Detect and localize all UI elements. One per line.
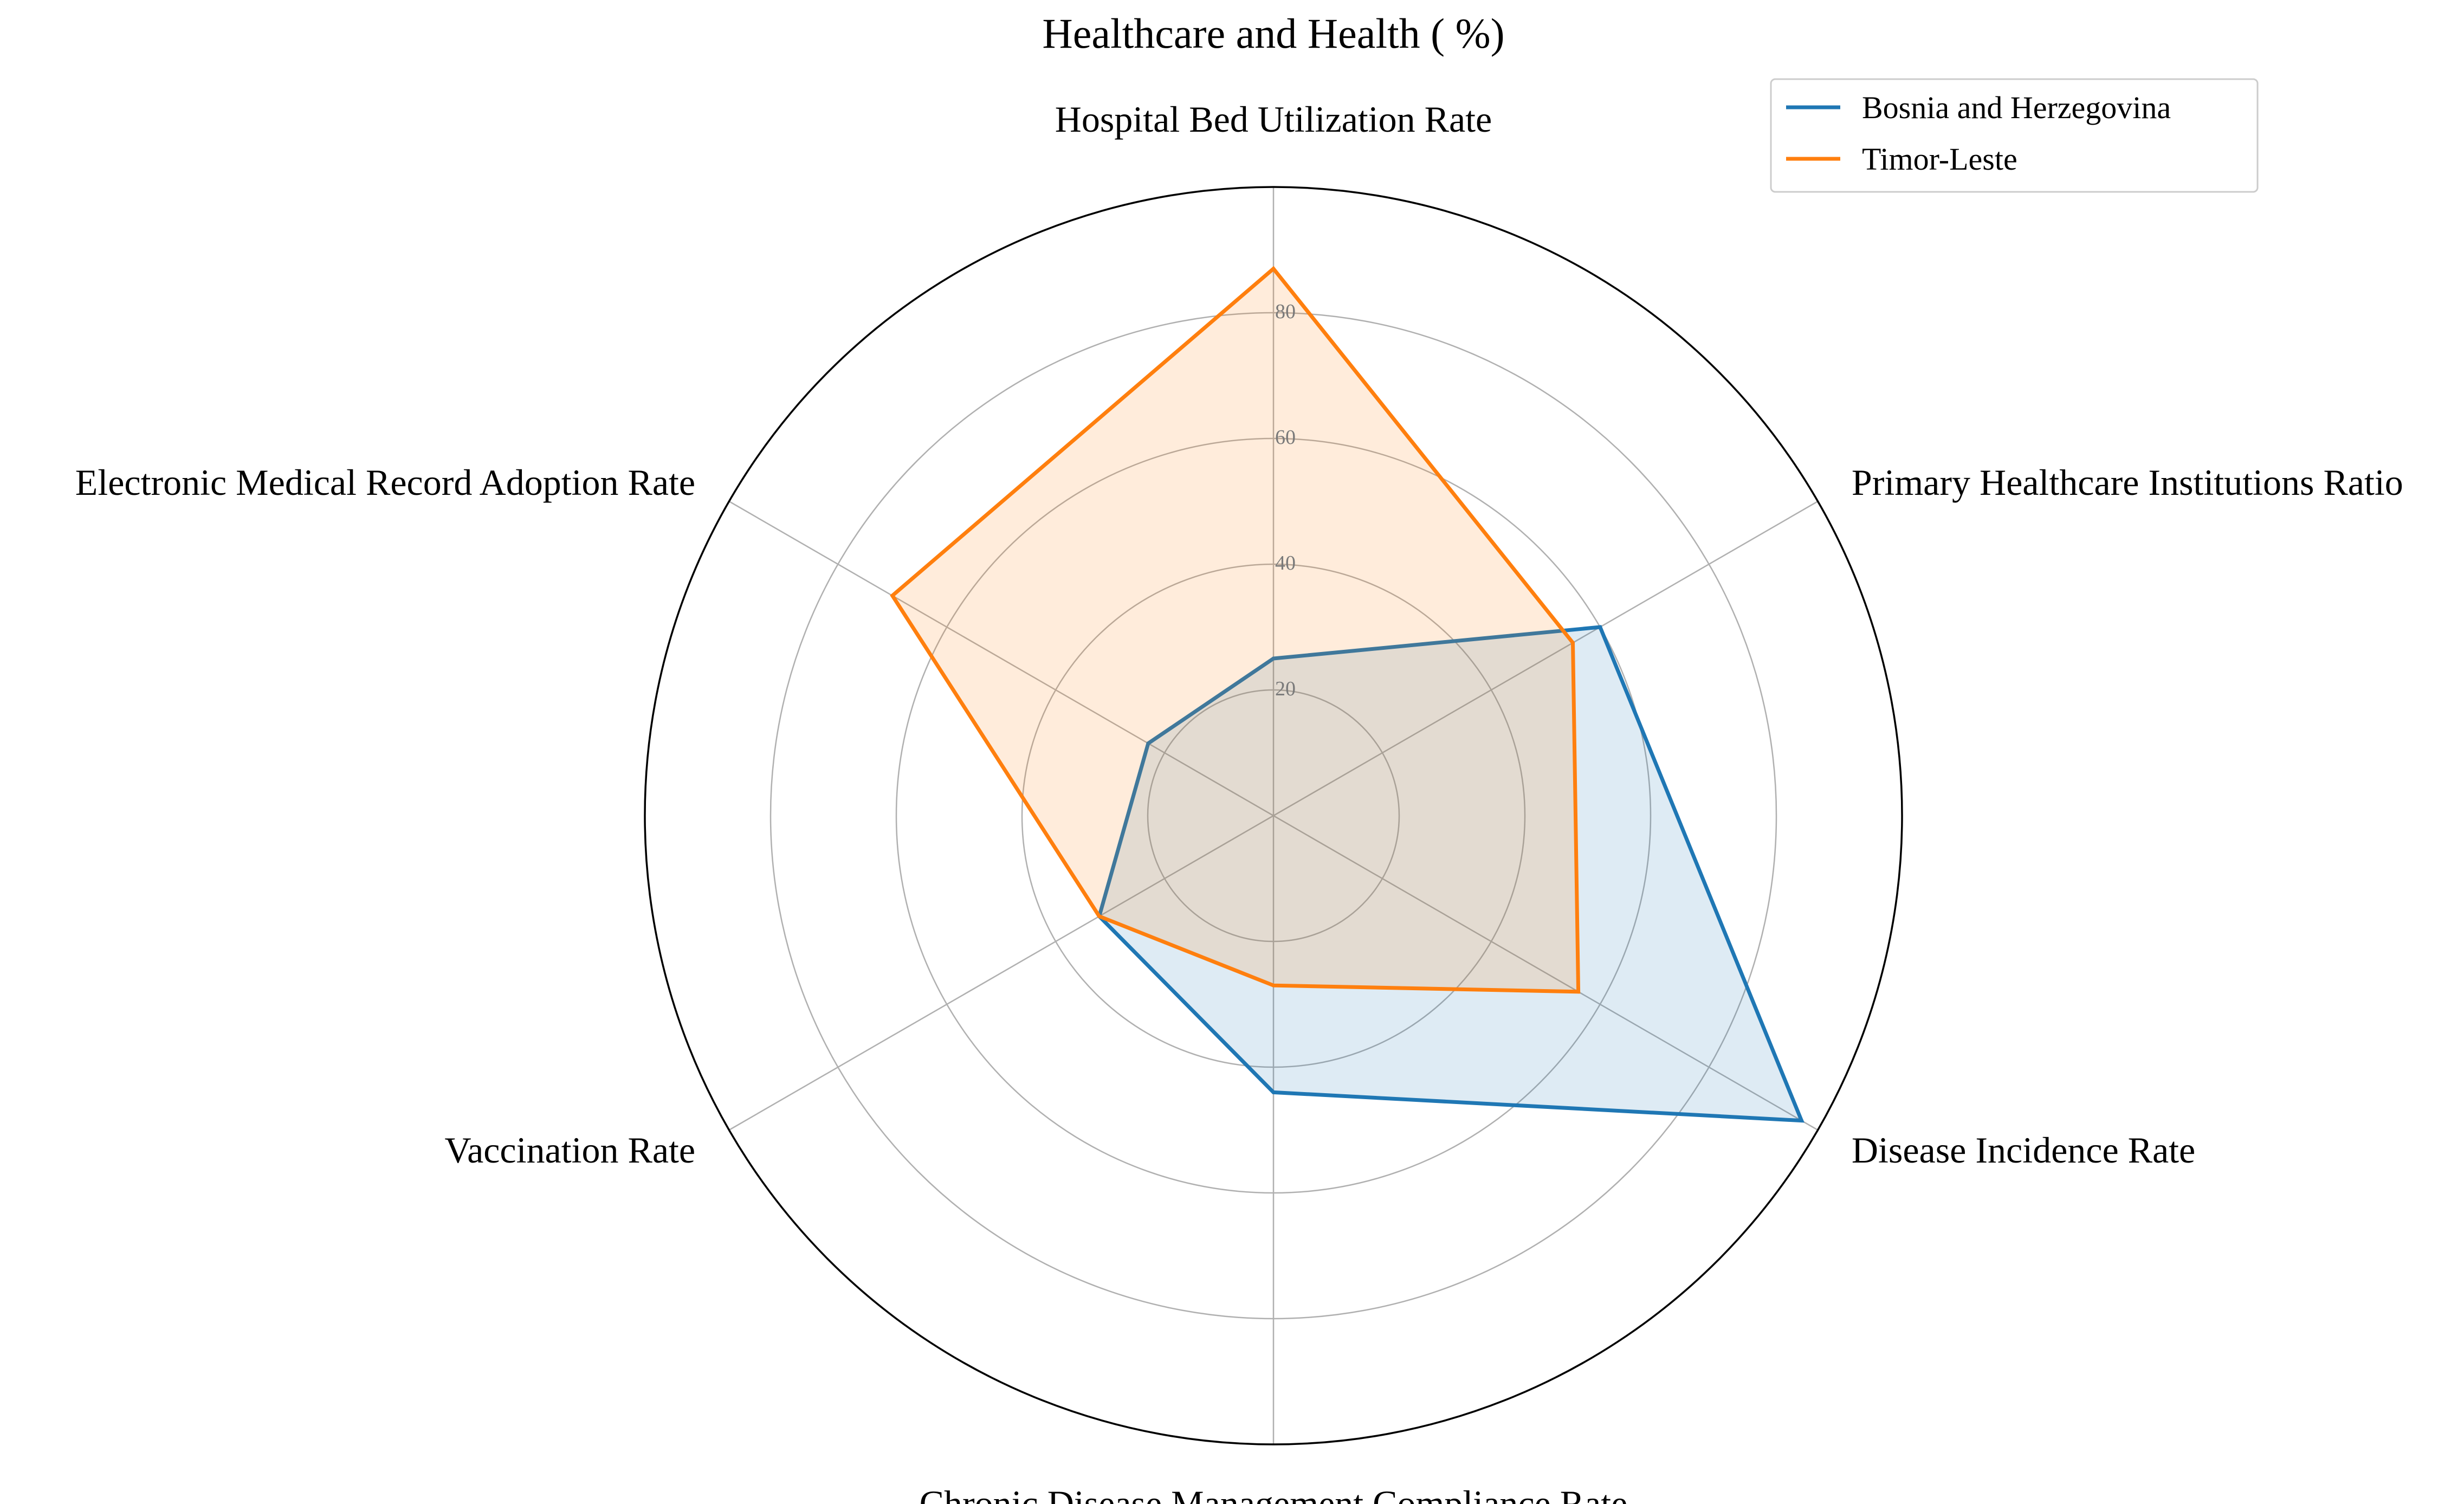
radar-series bbox=[890, 266, 1805, 1123]
axis-label-vaccination-rate: Vaccination Rate bbox=[445, 1129, 696, 1171]
axis-label-chronic-disease-management-compliance-rate: Chronic Disease Management Compliance Ra… bbox=[920, 1483, 1628, 1504]
chart-title: Healthcare and Health ( %) bbox=[1042, 10, 1504, 57]
grid-spoke bbox=[728, 500, 1274, 817]
axis-label-electronic-medical-record-adoption-rate: Electronic Medical Record Adoption Rate bbox=[75, 462, 695, 503]
outer-frame bbox=[644, 186, 1903, 1445]
axis-label-hospital-bed-utilization-rate: Hospital Bed Utilization Rate bbox=[1055, 99, 1492, 140]
data-point-timor-leste bbox=[1271, 267, 1276, 271]
grid-spoke bbox=[1273, 815, 1819, 1131]
tick-label: 20 bbox=[1275, 677, 1296, 700]
data-point-timor-leste bbox=[1571, 641, 1575, 645]
data-point-bosnia-and-herzegovina bbox=[1271, 656, 1276, 661]
series-fill-timor-leste bbox=[892, 268, 1579, 992]
data-point-bosnia-and-herzegovina bbox=[1271, 1090, 1276, 1094]
data-point-timor-leste bbox=[1097, 914, 1101, 919]
data-point-bosnia-and-herzegovina bbox=[1146, 741, 1150, 746]
data-point-bosnia-and-herzegovina bbox=[1598, 625, 1602, 629]
data-point-timor-leste bbox=[1271, 983, 1276, 987]
series-fill-bosnia-and-herzegovina bbox=[1099, 627, 1802, 1121]
grid-spoke bbox=[1273, 500, 1819, 817]
axis-label-primary-healthcare-institutions-ratio: Primary Healthcare Institutions Ratio bbox=[1852, 462, 2403, 503]
data-point-timor-leste bbox=[890, 593, 895, 598]
legend-label-bosnia-and-herzegovina: Bosnia and Herzegovina bbox=[1862, 90, 2171, 125]
radar-grid bbox=[644, 186, 1903, 1445]
tick-label: 40 bbox=[1275, 552, 1296, 575]
data-point-timor-leste bbox=[1576, 990, 1581, 994]
axis-labels: Hospital Bed Utilization Rate Primary Hea… bbox=[75, 99, 2403, 1504]
tick-label: 60 bbox=[1275, 426, 1296, 449]
legend-box bbox=[1770, 78, 2259, 193]
data-point-bosnia-and-herzegovina bbox=[1800, 1119, 1803, 1123]
radial-tick-labels: 20 40 60 80 bbox=[1275, 300, 1296, 700]
axis-label-disease-incidence-rate: Disease Incidence Rate bbox=[1852, 1129, 2195, 1171]
grid-spoke bbox=[728, 815, 1274, 1131]
legend: Bosnia and Herzegovina Timor-Leste bbox=[1770, 78, 2259, 193]
legend-label-timor-leste: Timor-Leste bbox=[1862, 141, 2017, 177]
tick-label: 80 bbox=[1275, 300, 1296, 323]
